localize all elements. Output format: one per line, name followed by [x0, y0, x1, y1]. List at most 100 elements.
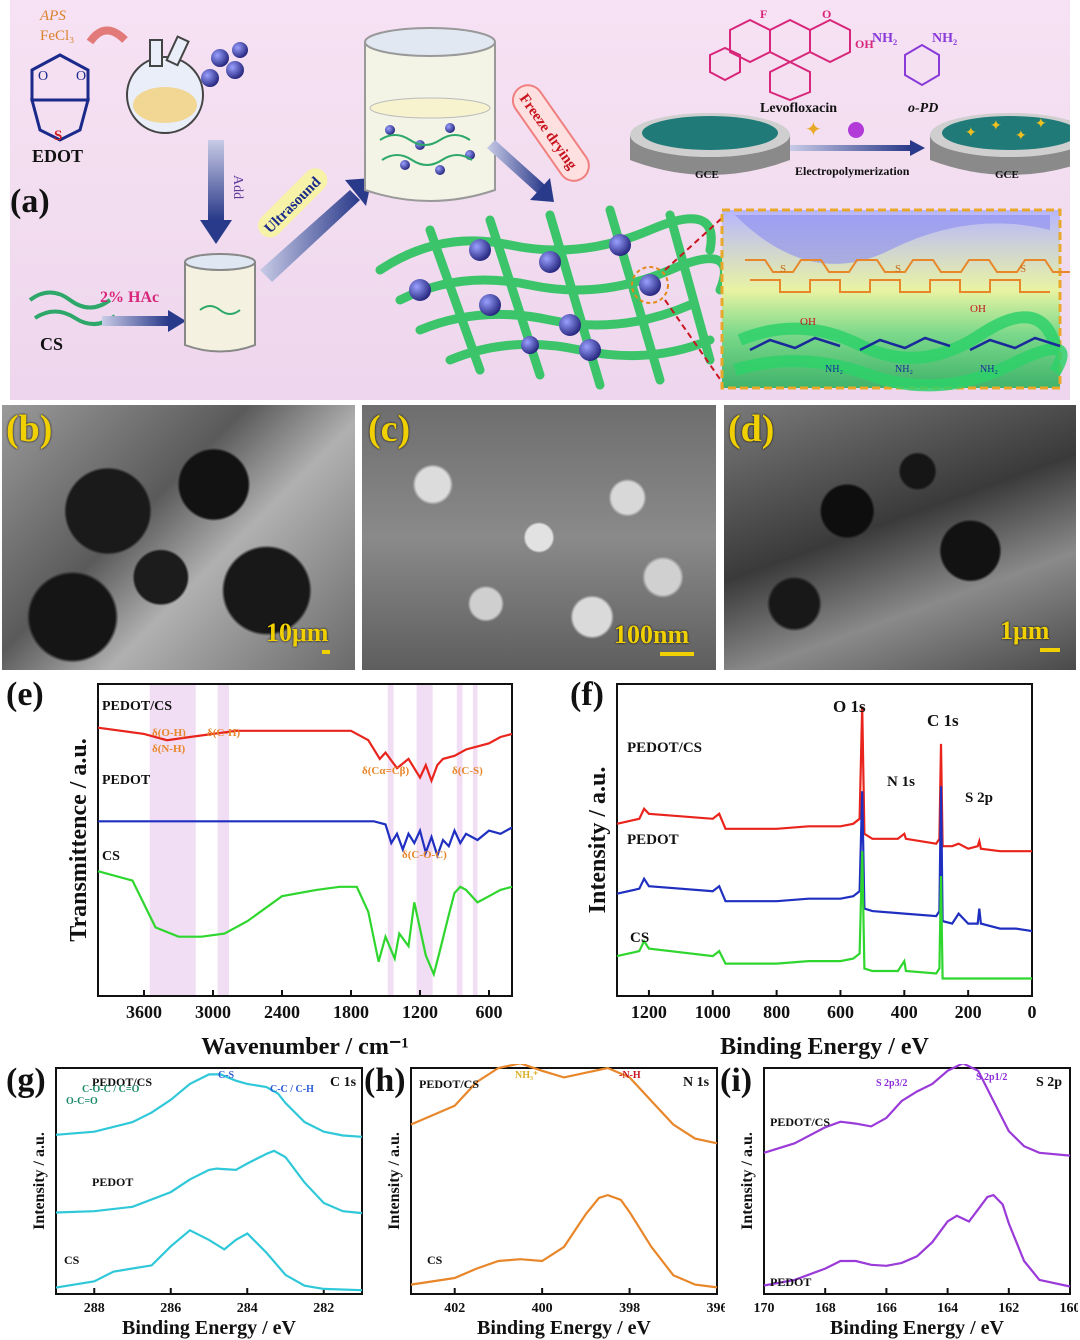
series-line-cs: [616, 851, 1032, 980]
annotation-nh: -N-H: [619, 1070, 641, 1081]
x-tick-label: 1000: [695, 1002, 731, 1022]
add-label: Add: [230, 175, 245, 199]
panel-b-label: (b): [6, 408, 53, 450]
panel-d-label: (d): [728, 408, 775, 450]
series-label-cs: CS: [630, 930, 649, 946]
x-tick-label: 600: [476, 1002, 503, 1022]
levofloxacin-molecule: [709, 18, 851, 102]
series-label-pedot-cs: PEDOT/CS: [627, 740, 702, 756]
plot-frame: [763, 1067, 1071, 1295]
levofloxacin-label: Levofloxacin: [760, 101, 837, 116]
opd-nh2-label-2: NH₂: [932, 31, 957, 46]
plot-frame: [616, 683, 1033, 997]
annotation-cs-bond: δ(C-S): [452, 765, 483, 777]
svg-text:O: O: [38, 69, 48, 84]
x-tick-label: 164: [937, 1301, 958, 1316]
absorption-band: [416, 684, 433, 996]
x-tick-label: 288: [84, 1301, 105, 1316]
panel-b-scalebar: 10μm: [266, 618, 329, 647]
x-tick-label: 160: [1060, 1301, 1079, 1316]
x-tick-label: 398: [619, 1301, 640, 1316]
interface-s-label-1: S: [780, 263, 786, 275]
panel-a-schematic: O O S EDOT APS FeCl₃ Add CS: [28, 7, 1070, 392]
panel-c-label: (c): [368, 408, 411, 450]
svg-text:✦: ✦: [1015, 129, 1027, 144]
panel-d-scalebar-line: [1040, 648, 1060, 652]
series-line-pedot: [763, 1193, 1071, 1288]
series-label-pedot-cs: PEDOT/CS: [770, 1115, 830, 1129]
gce-label-1: GCE: [695, 169, 719, 181]
interface-s-label-2: S: [895, 263, 901, 275]
series-line-pedot: [616, 786, 1033, 933]
add-arrow: [208, 140, 224, 220]
gce-label-2: GCE: [995, 169, 1019, 181]
opd-dot-icon: [848, 122, 864, 138]
annotation-ch: δ(C-H): [207, 727, 241, 739]
x-tick-label: 396: [707, 1301, 726, 1316]
annotation-ocoo: O-C=O: [66, 1096, 98, 1107]
series-line-cs: [97, 870, 513, 978]
peak-label-s2p: S 2p: [965, 790, 993, 806]
gce-electrode-bare: [630, 113, 790, 175]
ftir-chart: 3600 3000 2400 1800 1200 600 Wavenumber / cm⁻¹…: [66, 683, 513, 1060]
opd-molecule: [904, 43, 940, 87]
x-axis-title: Binding Energy / eV: [720, 1034, 929, 1060]
x-tick-label: 168: [815, 1301, 836, 1316]
panel-a: O O S EDOT APS FeCl₃ Add CS: [10, 0, 1070, 400]
series-line-pedot-cs: [55, 1073, 363, 1138]
svg-text:✦: ✦: [965, 126, 977, 141]
x-tick-label: 170: [754, 1301, 775, 1316]
x-axis-title: Binding Energy / eV: [830, 1317, 1004, 1339]
hac-arrow: [102, 316, 168, 326]
small-beaker-icon: [184, 253, 256, 353]
x-tick-label: 286: [160, 1301, 181, 1316]
panel-c-scalebar: 100nm: [614, 620, 690, 649]
annotation-cacb: δ(Cα=Cβ): [362, 765, 409, 777]
edot-sulfur-label: S: [54, 128, 62, 144]
pedot-particles-icon: [201, 42, 248, 87]
x-tick-label: 400: [532, 1301, 553, 1316]
gce-electrode-imprinted: ✦ ✦ ✦ ✦: [930, 113, 1070, 175]
annotation-cc: C-C / C-H: [270, 1084, 314, 1095]
x-tick-label: 3600: [126, 1002, 162, 1022]
annotation-nh3: NH₃⁺: [515, 1070, 538, 1081]
x-tick-label: 400: [891, 1002, 918, 1022]
svg-text:OH: OH: [855, 37, 874, 51]
svg-text:✦: ✦: [990, 119, 1002, 134]
edot-label: EDOT: [32, 146, 83, 166]
series-line-cs: [410, 1193, 718, 1289]
annotation-coc: C-O-C / C=O: [82, 1084, 140, 1095]
series-label-pedot: PEDOT: [102, 773, 151, 788]
chart-title: S 2p: [1036, 1075, 1062, 1090]
peak-label-n1s: N 1s: [887, 774, 915, 790]
panel-a-label: (a): [10, 183, 50, 220]
x-tick-label: 166: [876, 1301, 897, 1316]
x-tick-label: 0: [1028, 1002, 1037, 1022]
series-line-pedot-cs: [616, 706, 1032, 853]
opd-nh2-label-1: NH₂: [872, 31, 897, 46]
x-tick-label: 2400: [264, 1002, 300, 1022]
series-label-pedot: PEDOT: [92, 1175, 133, 1189]
annotation-nh: δ(N-H): [152, 743, 186, 755]
c1s-chart: 288 286 284 282 Binding Energy / eV Intensity…: [31, 1067, 363, 1339]
opd-label: o-PD: [908, 101, 938, 116]
annotation-coc: δ(C-O-C): [402, 849, 447, 861]
sem-image-c: (c): [362, 405, 716, 670]
series-label-pedot-cs: PEDOT/CS: [102, 699, 172, 714]
x-tick-label: 1800: [333, 1002, 369, 1022]
series-label-cs: CS: [64, 1253, 80, 1267]
series-line-pedot: [98, 820, 513, 860]
series-label-pedot-cs: PEDOT/CS: [92, 1075, 152, 1089]
x-tick-label: 284: [237, 1301, 258, 1316]
sem-image-d: (d): [724, 405, 1076, 670]
series-line-pedot-cs: [763, 1064, 1071, 1157]
interface-nh2-label-3: NH₂: [980, 364, 998, 375]
interface-nh2-label-1: NH₂: [825, 364, 843, 375]
annotation-oh: δ(O-H): [152, 727, 186, 739]
reagent-arrow: [86, 26, 128, 45]
interface-s-label-3: S: [1020, 263, 1026, 275]
cs-scaffold-network: [375, 205, 729, 390]
fecl3-label: FeCl₃: [40, 28, 74, 44]
y-axis-title: Intensity / a.u.: [386, 1132, 403, 1230]
electropoly-label: Electropolymerization: [795, 164, 910, 178]
